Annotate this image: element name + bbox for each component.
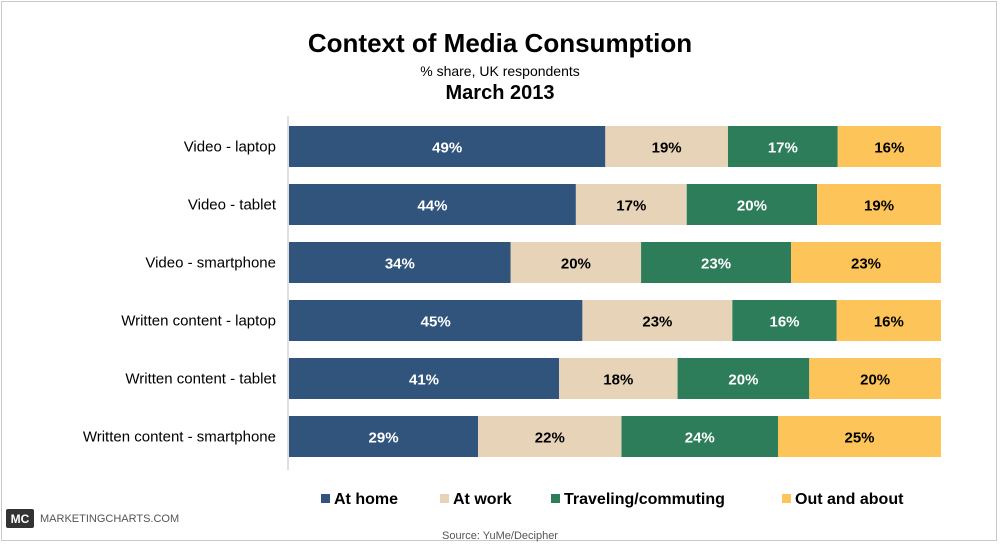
value-label-at-work-written-content-tablet: 18% bbox=[603, 372, 633, 389]
legend-swatch-at-home bbox=[321, 494, 330, 503]
legend: At home At work Traveling/commuting Out and… bbox=[321, 491, 904, 508]
bar-at-home-written-content-laptop bbox=[289, 300, 583, 341]
bar-at-work-video-smartphone bbox=[510, 242, 642, 283]
bar-at-home-video-smartphone bbox=[289, 242, 511, 283]
category-label-video-tablet: Video - tablet bbox=[188, 197, 277, 214]
value-label-out-and-about-video-tablet: 19% bbox=[864, 198, 894, 215]
bar-traveling-commuting-written-content-laptop bbox=[732, 300, 837, 341]
logo-text: MC bbox=[11, 512, 30, 526]
value-label-out-and-about-video-smartphone: 23% bbox=[851, 256, 881, 273]
source-note: Source: YuMe/Decipher bbox=[442, 530, 558, 542]
bar-traveling-commuting-written-content-tablet bbox=[677, 358, 810, 399]
legend-swatch-at-work bbox=[440, 494, 449, 503]
category-label-written-content-laptop: Written content - laptop bbox=[121, 313, 276, 330]
value-label-at-work-written-content-smartphone: 22% bbox=[535, 430, 565, 447]
value-label-at-home-video-laptop: 49% bbox=[432, 140, 462, 157]
brand-logo: MC bbox=[6, 509, 34, 528]
bar-segments: 49% 19% 17% 16% 44% 17% 20% 19% 34% 20% 23% 23% 45% 2… bbox=[289, 126, 941, 457]
category-labels: Video - laptop Video - tablet Video - smar… bbox=[83, 139, 277, 446]
bar-out-and-about-video-laptop bbox=[837, 126, 941, 167]
bar-traveling-commuting-video-smartphone bbox=[641, 242, 792, 283]
bar-out-and-about-video-tablet bbox=[817, 184, 941, 225]
value-label-traveling-commuting-written-content-smartphone: 24% bbox=[685, 430, 715, 447]
value-label-at-work-video-smartphone: 20% bbox=[561, 256, 591, 273]
value-label-traveling-commuting-video-laptop: 17% bbox=[768, 140, 798, 157]
chart-date: March 2013 bbox=[446, 82, 555, 104]
brand-site: MARKETINGCHARTS.COM bbox=[40, 513, 179, 525]
legend-label-at-work: At work bbox=[453, 491, 512, 508]
chart-title: Context of Media Consumption bbox=[308, 28, 692, 58]
bar-at-work-video-tablet bbox=[575, 184, 687, 225]
bar-traveling-commuting-written-content-smartphone bbox=[621, 416, 778, 457]
legend-label-at-home: At home bbox=[334, 491, 398, 508]
value-label-at-home-written-content-laptop: 45% bbox=[421, 314, 451, 331]
bar-traveling-commuting-video-laptop bbox=[727, 126, 838, 167]
value-label-traveling-commuting-written-content-laptop: 16% bbox=[770, 314, 800, 331]
bar-at-work-video-laptop bbox=[605, 126, 728, 167]
bar-at-work-written-content-laptop bbox=[582, 300, 733, 341]
logo-badge bbox=[6, 509, 34, 528]
value-label-out-and-about-written-content-tablet: 20% bbox=[860, 372, 890, 389]
legend-label-traveling-commuting: Traveling/commuting bbox=[564, 491, 725, 508]
category-label-written-content-tablet: Written content - tablet bbox=[125, 371, 276, 388]
value-label-at-work-video-tablet: 17% bbox=[616, 198, 646, 215]
category-label-video-smartphone: Video - smartphone bbox=[145, 255, 276, 272]
value-label-at-home-video-tablet: 44% bbox=[417, 198, 447, 215]
category-label-video-laptop: Video - laptop bbox=[184, 139, 276, 156]
bar-out-and-about-written-content-laptop bbox=[836, 300, 941, 341]
legend-swatch-out-and-about bbox=[782, 494, 791, 503]
bar-at-work-written-content-smartphone bbox=[478, 416, 622, 457]
bar-out-and-about-video-smartphone bbox=[791, 242, 941, 283]
value-label-traveling-commuting-video-tablet: 20% bbox=[737, 198, 767, 215]
category-label-written-content-smartphone: Written content - smartphone bbox=[83, 429, 276, 446]
bar-at-home-written-content-tablet bbox=[289, 358, 560, 399]
value-label-out-and-about-video-laptop: 16% bbox=[874, 140, 904, 157]
bar-at-home-written-content-smartphone bbox=[289, 416, 479, 457]
chart-subtitle: % share, UK respondents bbox=[420, 63, 580, 79]
bar-at-work-written-content-tablet bbox=[559, 358, 678, 399]
bar-out-and-about-written-content-tablet bbox=[809, 358, 941, 399]
legend-label-out-and-about: Out and about bbox=[795, 491, 904, 508]
value-label-at-work-written-content-laptop: 23% bbox=[642, 314, 672, 331]
bar-out-and-about-written-content-smartphone bbox=[778, 416, 941, 457]
value-label-traveling-commuting-written-content-tablet: 20% bbox=[728, 372, 758, 389]
value-label-at-home-written-content-smartphone: 29% bbox=[369, 430, 399, 447]
value-label-at-home-written-content-tablet: 41% bbox=[409, 372, 439, 389]
value-label-traveling-commuting-video-smartphone: 23% bbox=[701, 256, 731, 273]
value-label-at-home-video-smartphone: 34% bbox=[385, 256, 415, 273]
value-label-out-and-about-written-content-smartphone: 25% bbox=[844, 430, 874, 447]
bar-at-home-video-tablet bbox=[289, 184, 576, 225]
bar-traveling-commuting-video-tablet bbox=[686, 184, 818, 225]
value-label-out-and-about-written-content-laptop: 16% bbox=[874, 314, 904, 331]
bar-at-home-video-laptop bbox=[289, 126, 606, 167]
value-label-at-work-video-laptop: 19% bbox=[652, 140, 682, 157]
legend-swatch-traveling-commuting bbox=[551, 494, 560, 503]
